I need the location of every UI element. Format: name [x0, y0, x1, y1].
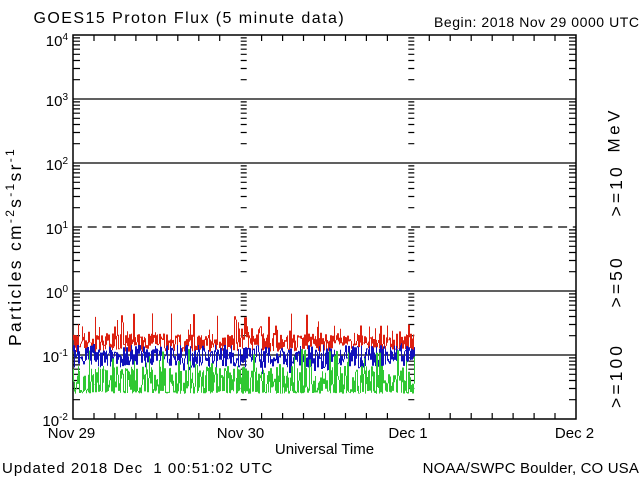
svg-text:GOES15 Proton Flux (5 minute d: GOES15 Proton Flux (5 minute data) [34, 10, 346, 27]
svg-text:Updated 2018 Dec 1 00:51:02 U: Updated 2018 Dec 1 00:51:02 UTC [2, 460, 273, 477]
svg-text:NOAA/SWPC Boulder, CO USA: NOAA/SWPC Boulder, CO USA [423, 460, 639, 477]
svg-text:MeV: MeV [605, 107, 624, 152]
svg-text:>=10: >=10 [606, 164, 626, 216]
svg-text:>=50: >=50 [606, 255, 626, 307]
svg-text:Particles cm-2s-1sr-1: Particles cm-2s-1sr-1 [3, 147, 25, 346]
svg-text:Dec 2: Dec 2 [555, 425, 594, 442]
svg-text:Begin: 2018 Nov 29 0000 UTC: Begin: 2018 Nov 29 0000 UTC [434, 14, 640, 30]
svg-text:Dec 1: Dec 1 [388, 425, 427, 442]
svg-text:>=100: >=100 [606, 343, 626, 408]
svg-text:Nov 30: Nov 30 [217, 425, 265, 442]
svg-text:Nov 29: Nov 29 [48, 425, 96, 442]
svg-text:Universal Time: Universal Time [275, 441, 374, 458]
